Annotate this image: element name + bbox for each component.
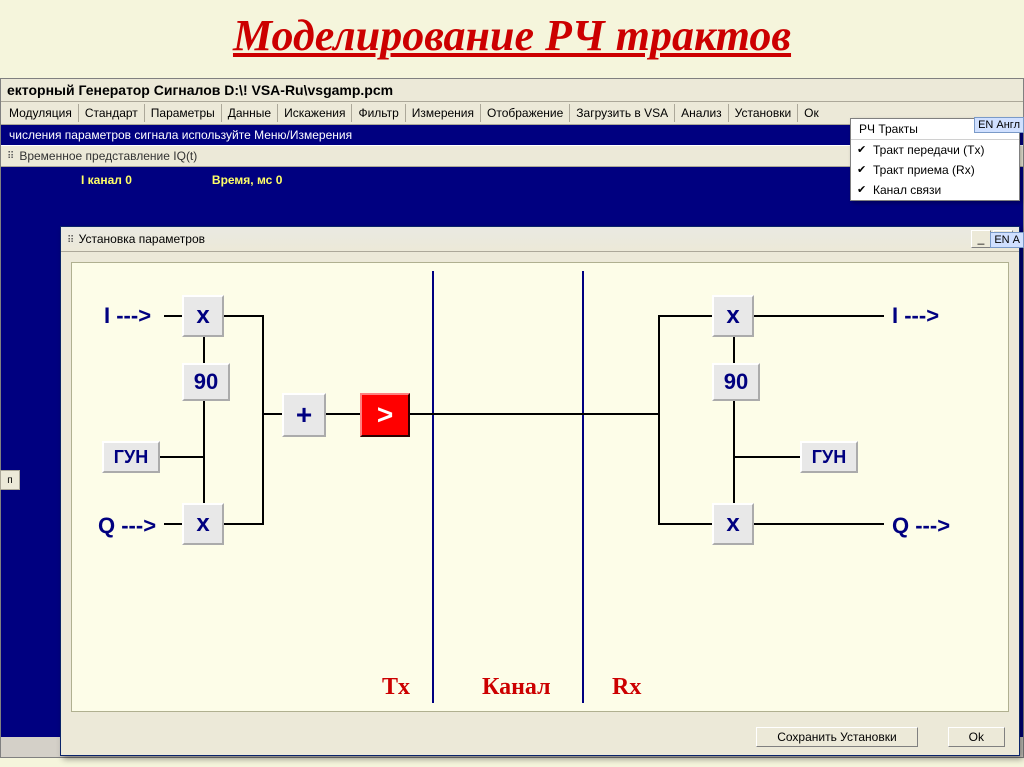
- wire: [733, 337, 735, 363]
- menu-item-модуляция[interactable]: Модуляция: [3, 104, 78, 122]
- wire: [733, 401, 735, 457]
- language-indicator-2[interactable]: EN А: [990, 232, 1024, 248]
- menu-option[interactable]: Канал связи: [851, 180, 1019, 200]
- wire: [658, 523, 712, 525]
- wire: [733, 456, 800, 458]
- wire: [262, 315, 264, 415]
- menu-item-загрузить в vsa[interactable]: Загрузить в VSA: [569, 104, 674, 122]
- menu-item-данные[interactable]: Данные: [221, 104, 277, 122]
- dialog-title: Установка параметров: [79, 232, 205, 246]
- wire: [754, 315, 884, 317]
- wire: [754, 523, 884, 525]
- block-tx-90[interactable]: 90: [182, 363, 230, 401]
- block-rx-mix-i[interactable]: x: [712, 295, 754, 337]
- wire: [658, 315, 660, 525]
- wire: [224, 315, 264, 317]
- block-rx-mix-q[interactable]: x: [712, 503, 754, 545]
- wire: [203, 456, 205, 504]
- wire: [733, 456, 735, 504]
- menu-item-установки[interactable]: Установки: [728, 104, 797, 122]
- dialog-titlebar: ⠿ Установка параметров _ □: [61, 227, 1019, 252]
- wire: [262, 413, 282, 415]
- menu-item-параметры[interactable]: Параметры: [144, 104, 221, 122]
- block-tx-gun[interactable]: ГУН: [102, 441, 160, 473]
- minimize-button[interactable]: _: [971, 230, 991, 248]
- menu-option[interactable]: Тракт приема (Rx): [851, 160, 1019, 180]
- app-titlebar: екторный Генератор Сигналов D:\! VSA-Ru\…: [1, 79, 1023, 102]
- time-label: Время, мс 0: [212, 173, 282, 187]
- wire: [164, 315, 182, 317]
- block-tx-amp[interactable]: >: [360, 393, 410, 437]
- block-tx-mix-q[interactable]: x: [182, 503, 224, 545]
- save-settings-button[interactable]: Сохранить Установки: [756, 727, 917, 747]
- wire: [164, 523, 182, 525]
- menu-item-измерения[interactable]: Измерения: [405, 104, 480, 122]
- panel-label-канал: Канал: [482, 674, 551, 701]
- subwindow-title-text: Временное представление IQ(t): [19, 149, 197, 163]
- wire: [410, 413, 660, 415]
- block-tx-mix-i[interactable]: x: [182, 295, 224, 337]
- ui-fragment: п: [0, 470, 20, 490]
- io-label: I --->: [892, 303, 939, 329]
- grip-icon: ⠿: [7, 151, 15, 162]
- i-channel-label: I канал 0: [81, 173, 132, 187]
- panel-label-tx: Tx: [382, 674, 410, 701]
- menu-item-анализ[interactable]: Анализ: [674, 104, 728, 122]
- wire: [203, 401, 205, 457]
- slide-title: Моделирование РЧ трактов: [0, 0, 1024, 73]
- block-tx-sum[interactable]: +: [282, 393, 326, 437]
- panel-divider: [582, 271, 584, 703]
- block-rx-90[interactable]: 90: [712, 363, 760, 401]
- io-label: I --->: [104, 303, 151, 329]
- menu-item-искажения[interactable]: Искажения: [277, 104, 351, 122]
- language-indicator[interactable]: EN Англ: [974, 117, 1024, 133]
- menu-item-фильтр[interactable]: Фильтр: [351, 104, 404, 122]
- menu-option[interactable]: Тракт передачи (Tx): [851, 140, 1019, 160]
- menu-item-стандарт[interactable]: Стандарт: [78, 104, 144, 122]
- panel-label-rx: Rx: [612, 674, 641, 701]
- block-rx-gun[interactable]: ГУН: [800, 441, 858, 473]
- wire: [326, 413, 360, 415]
- wire: [224, 523, 264, 525]
- wire: [658, 315, 712, 317]
- grip-icon: ⠿: [67, 235, 75, 246]
- panel-divider: [432, 271, 434, 703]
- menu-item-отображение[interactable]: Отображение: [480, 104, 569, 122]
- rf-diagram: Tx Канал Rx I ---> Q ---> I ---> Q ---> x 90 ГУН +…: [71, 262, 1009, 712]
- ok-button[interactable]: Ok: [948, 727, 1005, 747]
- parameters-dialog: ⠿ Установка параметров _ □ Tx Канал Rx I --…: [60, 226, 1020, 756]
- wire: [203, 337, 205, 363]
- wire: [262, 415, 264, 525]
- menu-item-ок[interactable]: Ок: [797, 104, 825, 122]
- io-label: Q --->: [98, 513, 156, 539]
- wire: [160, 456, 205, 458]
- io-label: Q --->: [892, 513, 950, 539]
